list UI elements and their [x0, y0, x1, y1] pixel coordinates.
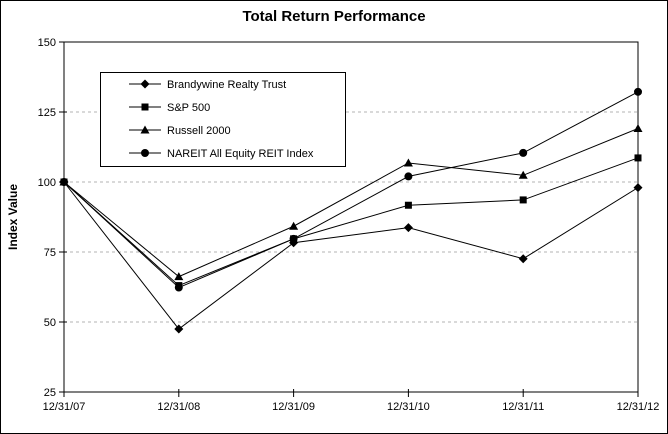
- data-point-russell-2000: [174, 272, 184, 281]
- data-point-brandywine-realty-trust: [518, 254, 528, 264]
- legend-marker-triangle: [140, 125, 150, 134]
- data-point-russell-2000: [403, 158, 413, 167]
- legend-item-label: Brandywine Realty Trust: [167, 79, 286, 91]
- legend-item-label: S&P 500: [167, 102, 210, 114]
- data-point-russell-2000: [289, 221, 299, 230]
- data-point-nareit-all-equity-reit-index: [519, 148, 528, 157]
- legend-item-label: NAREIT All Equity REIT Index: [167, 148, 314, 160]
- x-tick-label: 12/31/07: [43, 401, 86, 413]
- x-tick-label: 12/31/12: [617, 401, 660, 413]
- y-tick-label: 150: [38, 37, 56, 49]
- data-point-russell-2000: [518, 170, 528, 179]
- data-point-russell-2000: [633, 124, 643, 133]
- legend-marker-square: [141, 103, 149, 111]
- data-point-brandywine-realty-trust: [403, 223, 413, 233]
- data-point-brandywine-realty-trust: [174, 324, 184, 334]
- y-axis-label: Index Value: [6, 183, 20, 251]
- series-line-brandywine-realty-trust: [63, 181, 639, 330]
- x-tick-label: 12/31/09: [272, 401, 315, 413]
- legend-item-label: Russell 2000: [167, 125, 231, 137]
- data-point-nareit-all-equity-reit-index: [404, 172, 413, 181]
- data-point-brandywine-realty-trust: [633, 183, 643, 193]
- data-point-nareit-all-equity-reit-index: [289, 234, 298, 243]
- data-point-nareit-all-equity-reit-index: [60, 178, 68, 186]
- x-tick-label: 12/31/11: [502, 401, 544, 413]
- data-point-nareit-all-equity-reit-index: [174, 283, 183, 292]
- y-tick-label: 100: [38, 177, 56, 189]
- y-tick-label: 125: [38, 107, 56, 119]
- y-tick-label: 75: [44, 247, 56, 259]
- x-tick-label: 12/31/10: [387, 401, 430, 413]
- plot-border: [63, 41, 639, 393]
- series-line-russell-2000: [63, 128, 639, 278]
- data-point-s-p-500: [519, 196, 527, 204]
- series-line-nareit-all-equity-reit-index: [63, 91, 639, 289]
- legend-box: [100, 72, 346, 167]
- x-tick-label: 12/31/08: [157, 401, 200, 413]
- chart-title: Total Return Performance: [242, 8, 426, 25]
- data-point-nareit-all-equity-reit-index: [634, 87, 642, 96]
- data-point-s-p-500: [404, 201, 412, 209]
- legend-marker-diamond: [140, 79, 150, 89]
- series-line-s-p-500: [63, 157, 639, 287]
- y-tick-label: 25: [44, 387, 56, 399]
- data-point-s-p-500: [634, 154, 642, 162]
- y-tick-label: 50: [44, 317, 56, 329]
- legend-marker-circle: [141, 149, 149, 157]
